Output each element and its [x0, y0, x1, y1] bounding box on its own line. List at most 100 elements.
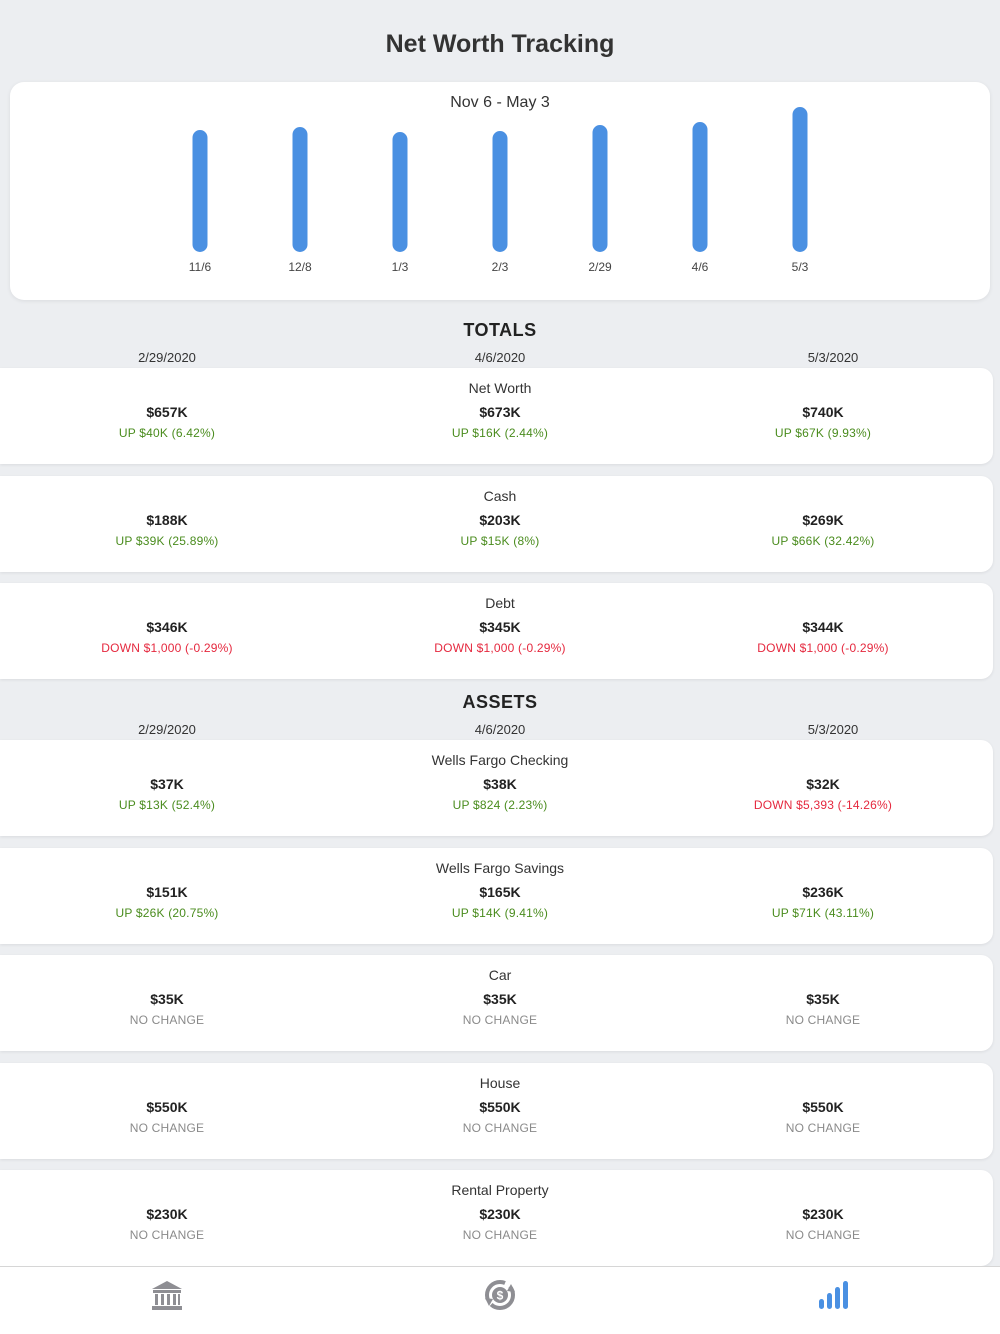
value-cell: $657K UP $40K (6.42%) [37, 404, 297, 440]
value-cell: $230K NO CHANGE [370, 1206, 630, 1242]
amount-value: $32K [806, 776, 840, 792]
value-cell: $203K UP $15K (8%) [370, 512, 630, 548]
value-cell: $550K NO CHANGE [693, 1099, 953, 1135]
amount-value: $673K [479, 404, 521, 420]
assets-row[interactable]: Rental Property $230K NO CHANGE $230K NO CHA… [0, 1170, 993, 1266]
chart-bar[interactable] [292, 127, 308, 252]
totals-row[interactable]: Net Worth $657K UP $40K (6.42%) $673K UP $16… [0, 368, 993, 464]
row-title: Debt [485, 595, 515, 611]
change-indicator: NO CHANGE [785, 1228, 861, 1242]
value-cell: $269K UP $66K (32.42%) [693, 512, 953, 548]
value-cell: $35K NO CHANGE [37, 991, 297, 1027]
assets-row[interactable]: House $550K NO CHANGE $550K NO CHANGE $550K NO… [0, 1062, 993, 1159]
value-cell: $230K NO CHANGE [37, 1206, 297, 1242]
amount-value: $230K [479, 1206, 521, 1222]
amount-value: $188K [146, 511, 188, 528]
change-indicator: NO CHANGE [129, 1120, 205, 1135]
value-cell: $188K UP $39K (25.89%) [37, 512, 297, 548]
totals-row[interactable]: Debt $346K DOWN $1,000 (-0.29%) $345K DOWN $… [0, 583, 993, 679]
chart-bar[interactable] [192, 130, 208, 252]
totals-header: TOTALS [463, 320, 537, 340]
value-cell: $345K DOWN $1,000 (-0.29%) [370, 619, 630, 655]
row-title: Wells Fargo Savings [435, 859, 565, 876]
amount-value: $37K [150, 776, 184, 792]
amount-value: $236K [802, 883, 844, 900]
amount-value: $35K [150, 991, 184, 1007]
page-title: Net Worth Tracking [385, 30, 615, 58]
value-cell: $37K UP $13K (52.4%) [37, 776, 297, 812]
change-indicator: UP $39K (25.89%) [115, 533, 219, 548]
totals-row[interactable]: Cash $188K UP $39K (25.89%) $203K UP $15K (8… [0, 475, 993, 572]
assets-row[interactable]: Car $35K NO CHANGE $35K NO CHANGE $35K NO CHAN… [0, 955, 993, 1051]
amount-value: $35K [483, 991, 517, 1007]
amount-value: $740K [802, 404, 844, 420]
value-cell: $151K UP $26K (20.75%) [37, 884, 297, 920]
value-cell: $673K UP $16K (2.44%) [370, 404, 630, 440]
chart-bar[interactable] [592, 125, 608, 252]
assets-row[interactable]: Wells Fargo Savings $151K UP $26K (20.75%)… [0, 847, 993, 944]
chart-tick-label: 5/3 [792, 260, 809, 274]
change-indicator: NO CHANGE [462, 1120, 538, 1135]
change-indicator: DOWN $5,393 (-14.26%) [753, 798, 893, 812]
amount-value: $230K [146, 1206, 188, 1222]
assets-row[interactable]: Wells Fargo Checking $37K UP $13K (52.4%) $… [0, 740, 993, 836]
change-indicator: NO CHANGE [129, 1013, 205, 1027]
amount-value: $165K [479, 883, 521, 900]
change-indicator: UP $824 (2.23%) [452, 798, 548, 812]
amount-value: $550K [479, 1098, 521, 1115]
change-indicator: NO CHANGE [462, 1228, 538, 1242]
value-cell: $344K DOWN $1,000 (-0.29%) [693, 619, 953, 655]
totals-date-2: 4/6/2020 [474, 350, 526, 365]
value-cell: $165K UP $14K (9.41%) [370, 884, 630, 920]
amount-value: $269K [802, 511, 844, 528]
value-cell: $35K NO CHANGE [693, 991, 953, 1027]
tab-net-worth[interactable] [803, 1273, 863, 1317]
change-indicator: UP $16K (2.44%) [451, 426, 549, 440]
change-indicator: NO CHANGE [785, 1013, 861, 1027]
chart-tick-label: 2/3 [492, 260, 509, 274]
amount-value: $35K [806, 991, 840, 1007]
value-cell: $230K NO CHANGE [693, 1206, 953, 1242]
chart-date-range: Nov 6 - May 3 [450, 94, 550, 111]
chart-tick-label: 2/29 [588, 260, 612, 274]
change-indicator: NO CHANGE [785, 1120, 861, 1135]
amount-value: $346K [146, 619, 188, 635]
change-indicator: UP $71K (43.11%) [771, 905, 875, 920]
assets-header: ASSETS [462, 692, 538, 712]
net-worth-chart-card: Nov 6 - May 3 11/6 12/8 1/3 2/3 2/29 4/6 5/3 [10, 82, 990, 300]
tab-transactions[interactable]: $ [470, 1273, 530, 1317]
bank-icon [152, 1281, 182, 1310]
amount-value: $550K [146, 1098, 188, 1115]
change-indicator: UP $66K (32.42%) [771, 533, 875, 548]
row-title: Net Worth [468, 380, 532, 396]
totals-date-3: 5/3/2020 [807, 350, 859, 365]
amount-value: $203K [479, 511, 521, 528]
totals-date-1: 2/29/2020 [138, 350, 196, 365]
chart-tick-label: 11/6 [189, 260, 212, 274]
amount-value: $345K [479, 619, 521, 635]
change-indicator: UP $26K (20.75%) [115, 905, 219, 920]
amount-value: $151K [146, 883, 188, 900]
row-title: House [479, 1074, 521, 1091]
assets-date-2: 4/6/2020 [474, 722, 526, 737]
chart-bar[interactable] [692, 122, 708, 252]
chart-bar[interactable] [492, 131, 508, 252]
row-title: Wells Fargo Checking [431, 752, 569, 768]
row-title: Car [488, 967, 512, 983]
value-cell: $38K UP $824 (2.23%) [370, 776, 630, 812]
dollar-sync-icon: $ [485, 1280, 515, 1310]
amount-value: $550K [802, 1098, 844, 1115]
net-worth-bar-chart: 11/6 12/8 1/3 2/3 2/29 4/6 5/3 [189, 107, 809, 274]
change-indicator: UP $14K (9.41%) [451, 905, 549, 920]
tab-bar: $ [0, 1266, 1000, 1334]
chart-bar[interactable] [792, 107, 808, 252]
change-indicator: UP $67K (9.93%) [774, 426, 872, 440]
bar-chart-icon [819, 1281, 848, 1309]
change-indicator: DOWN $1,000 (-0.29%) [101, 641, 233, 655]
assets-date-3: 5/3/2020 [807, 722, 859, 737]
tab-accounts[interactable] [137, 1273, 197, 1317]
chart-bar[interactable] [392, 132, 408, 252]
change-indicator: DOWN $1,000 (-0.29%) [434, 641, 566, 655]
amount-value: $230K [802, 1206, 844, 1222]
row-title: Cash [483, 487, 517, 504]
